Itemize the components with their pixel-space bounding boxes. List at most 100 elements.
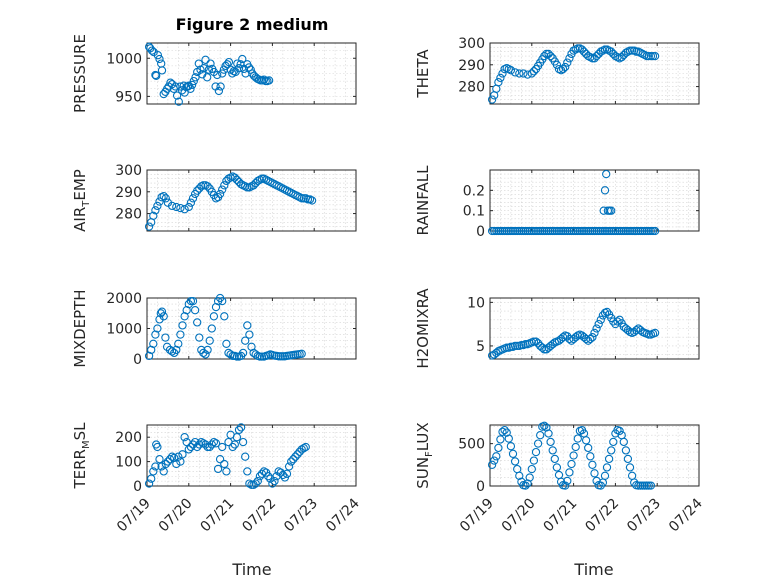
data-point (554, 226, 564, 236)
data-point (222, 339, 231, 348)
data-point (527, 69, 536, 78)
data-point (232, 352, 242, 361)
data-point (190, 306, 200, 315)
data-point (502, 226, 511, 236)
data-point (513, 226, 522, 236)
data-point (602, 307, 612, 317)
data-point (563, 476, 572, 486)
data-point (268, 479, 277, 488)
x-tick-label: 07/20 (499, 496, 539, 536)
data-point (650, 51, 660, 61)
data-point (634, 226, 643, 236)
data-point (209, 437, 219, 447)
data-point (640, 481, 649, 490)
x-tick-label: 07/20 (156, 496, 196, 536)
data-point (648, 226, 658, 236)
x-tick-label: 07/23 (281, 496, 321, 536)
data-point (533, 339, 543, 348)
x-tick-label: 07/21 (541, 496, 581, 536)
axes-box (489, 424, 700, 487)
data-point (506, 226, 516, 236)
data-point (500, 425, 509, 435)
data-point (569, 226, 578, 236)
data-point (153, 442, 162, 452)
data-point (644, 481, 653, 490)
data-point (215, 189, 225, 199)
data-point (565, 54, 574, 63)
y-tick-label: 0 (476, 479, 485, 495)
data-point (176, 203, 185, 213)
data-point (506, 342, 516, 351)
data-point (544, 226, 553, 236)
data-point (206, 59, 215, 68)
data-point (638, 226, 647, 236)
data-point (561, 481, 570, 490)
data-point (502, 428, 511, 437)
data-point (232, 433, 242, 442)
data-point (151, 206, 160, 215)
data-point (494, 78, 503, 87)
data-point (590, 469, 599, 478)
data-point (625, 46, 635, 55)
data-point (508, 449, 518, 458)
data-point (203, 345, 212, 355)
data-point (529, 67, 539, 76)
data-point (184, 445, 193, 454)
data-point (151, 462, 160, 471)
data-point (157, 462, 166, 471)
y-axis-label-mixdepth: MIXDEPTH (71, 289, 89, 367)
data-point (194, 59, 203, 68)
data-point (490, 226, 499, 236)
data-point (592, 324, 601, 333)
data-point (542, 423, 551, 432)
axes-box (489, 42, 700, 105)
data-point (634, 481, 643, 490)
data-point (247, 480, 256, 489)
data-point (238, 348, 248, 358)
data-point (523, 479, 532, 488)
data-point (224, 57, 234, 67)
data-point (565, 468, 574, 477)
data-point (195, 333, 204, 342)
subplot-theta: 280 290 300 THETA (414, 36, 700, 105)
data-point (548, 446, 557, 455)
data-point (581, 226, 591, 236)
data-point (521, 481, 530, 490)
data-point (278, 184, 288, 193)
data-point (527, 464, 536, 474)
data-point (211, 439, 221, 448)
data-point (646, 226, 656, 236)
data-point (293, 450, 302, 459)
data-point (510, 68, 520, 77)
data-point (600, 471, 610, 480)
data-point (571, 442, 580, 452)
data-point (646, 51, 656, 61)
data-point (153, 51, 163, 60)
figure-title: Figure 2 medium (176, 15, 329, 34)
data-point (573, 44, 582, 53)
data-point (590, 328, 599, 338)
x-tick-label: 07/23 (624, 496, 664, 536)
data-point (558, 64, 568, 74)
data-point (529, 337, 539, 346)
data-point (538, 343, 547, 352)
subplot-rainfall: 0 0.1 0.2 RAINFALL (414, 165, 700, 240)
x-tick-label: 07/24 (323, 495, 363, 535)
data-point (563, 58, 572, 67)
data-point (209, 312, 219, 321)
data-point (151, 70, 160, 80)
data-point (199, 181, 208, 190)
data-point (644, 330, 653, 339)
data-point (213, 464, 223, 474)
data-point (552, 226, 562, 236)
data-point (159, 89, 168, 99)
data-point (558, 226, 568, 236)
data-point (213, 70, 222, 80)
data-point (525, 473, 534, 482)
data-point (498, 427, 507, 436)
data-point (255, 472, 265, 481)
y-tick-label: 300 (458, 36, 485, 52)
data-point (278, 470, 288, 480)
y-tick-label: 280 (115, 207, 142, 223)
